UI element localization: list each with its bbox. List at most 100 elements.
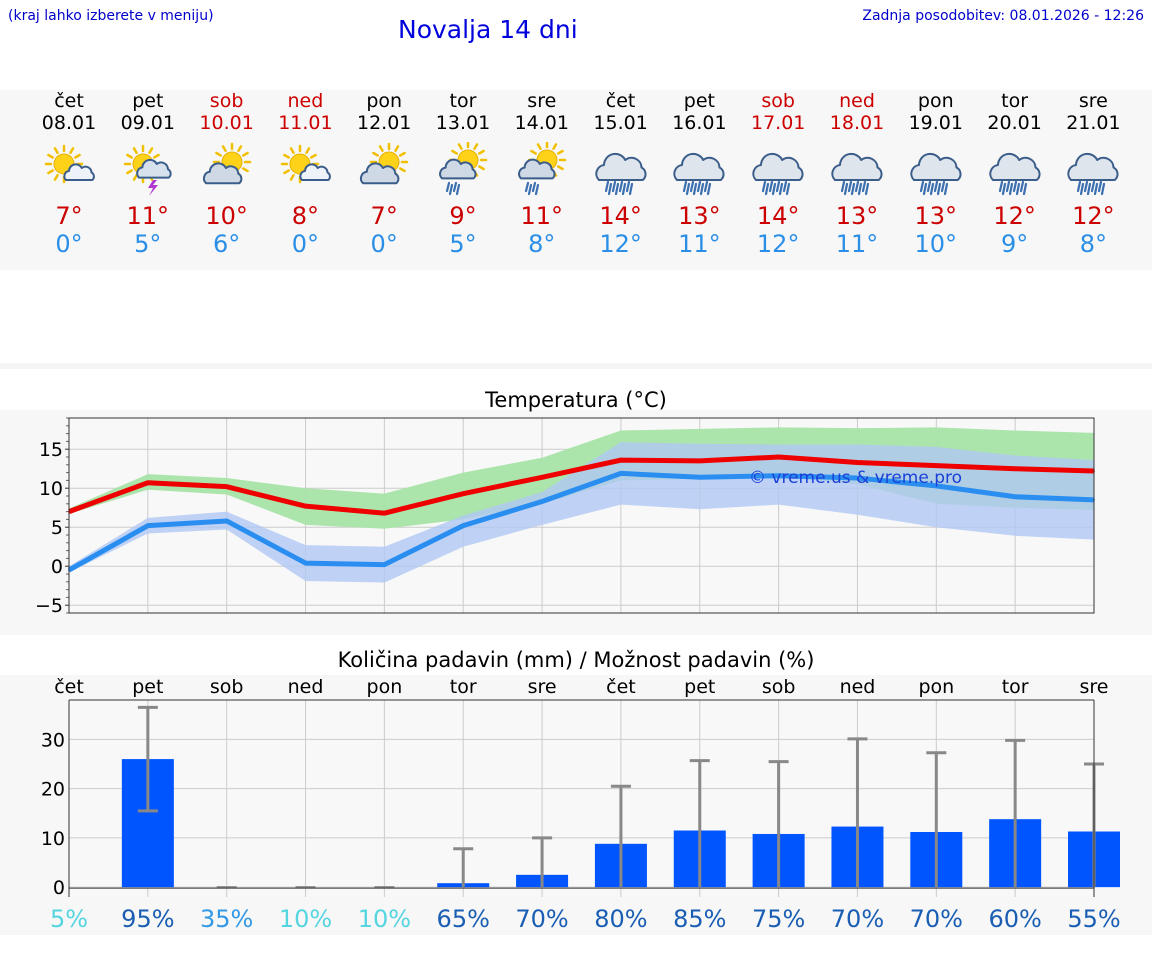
last-update: Zadnja posodobitev: 08.01.2026 - 12:26 [862, 8, 1144, 24]
min-temperature: 11° [835, 230, 879, 258]
min-temperature: 0° [291, 230, 320, 258]
min-temperature: 5° [449, 230, 477, 258]
day-date: 14.01 [514, 112, 569, 134]
max-temperature-line [68, 454, 1095, 516]
y-tick-label: 10 [39, 478, 63, 500]
precip-probability-label: 75% [752, 905, 805, 933]
sun-cloud-rain-icon [439, 142, 488, 196]
forecast-day: sre 21.01 12° 8° [1053, 90, 1133, 258]
day-name: čet [54, 90, 84, 112]
temperature-point [935, 484, 938, 487]
y-tick-label: 30 [41, 729, 65, 751]
day-date: 17.01 [750, 112, 806, 134]
day-name: sre [1078, 90, 1108, 112]
x-tick-label: sre [1080, 676, 1109, 698]
day-name: pet [132, 90, 164, 112]
sun-cloud-rain-icon [517, 142, 567, 196]
max-temperature: 12° [993, 202, 1036, 230]
day-name: čet [605, 90, 636, 112]
temperature-point [225, 519, 228, 522]
min-temperature: 8° [528, 230, 556, 258]
day-name: tor [1001, 90, 1029, 112]
x-tick-label: pon [367, 676, 403, 698]
temperature-point [777, 474, 780, 477]
forecast-day: tor 13.01 9° 5° [423, 90, 503, 258]
forecast-day: pon 12.01 7° 0° [344, 90, 424, 258]
precip-probability-label: 70% [831, 905, 884, 933]
forecast-day: pet 09.01 11° 5° [108, 90, 188, 258]
cloud-heavy-rain-icon [988, 152, 1041, 196]
x-tick-label: tor [450, 676, 477, 698]
max-temperature: 12° [1072, 202, 1115, 230]
min-temperature: 9° [1000, 230, 1029, 258]
day-name: sob [761, 90, 795, 112]
day-name: pet [683, 90, 715, 112]
precip-probability-label: 5% [50, 905, 88, 933]
temperature-point [462, 492, 465, 495]
temperature-point [304, 562, 307, 565]
max-temperature: 10° [205, 202, 248, 230]
y-tick-label: 0 [53, 877, 65, 899]
precip-probability-label: 95% [121, 905, 174, 933]
cloud-heavy-rain-icon [910, 152, 962, 196]
cloud-heavy-rain-icon [673, 152, 725, 196]
min-temperature: 5° [134, 230, 162, 258]
y-tick-label: 15 [39, 439, 63, 461]
precip-probability-label: 65% [437, 905, 490, 933]
temperature-point [619, 472, 622, 475]
x-tick-label: ned [840, 676, 876, 698]
day-name: ned [839, 90, 875, 112]
temperature-point [856, 477, 859, 480]
day-date: 11.01 [278, 112, 333, 134]
precip-probability-label: 70% [515, 905, 568, 933]
y-tick-label: 0 [51, 556, 63, 578]
temperature-chart-title: Temperatura (°C) [485, 388, 667, 412]
x-tick-label: tor [1002, 676, 1029, 698]
day-date: 09.01 [120, 112, 175, 134]
temperature-point [619, 459, 622, 462]
min-temperature-line [67, 470, 1095, 573]
x-tick-label: pet [132, 676, 163, 698]
forecast-day: sre 14.01 11° 8° [502, 90, 582, 258]
max-temperature: 9° [449, 202, 477, 230]
min-temperature: 0° [55, 230, 83, 258]
forecast-day: ned 11.01 8° 0° [265, 90, 345, 258]
min-temperature: 8° [1079, 230, 1108, 258]
forecast-day: pon 19.01 13° 10° [896, 90, 976, 258]
x-tick-label: ned [288, 676, 324, 698]
day-date: 10.01 [199, 112, 254, 134]
forecast-day: čet 08.01 7° 0° [29, 90, 109, 258]
day-date: 18.01 [829, 112, 885, 134]
cloud-heavy-rain-icon [752, 152, 804, 196]
min-temperature: 6° [212, 230, 241, 258]
x-tick-label: sob [210, 676, 244, 698]
temperature-point [383, 563, 386, 566]
watermark: © vreme.us & vreme.pro [749, 468, 962, 488]
day-name: ned [287, 90, 324, 112]
temperature-point [146, 524, 149, 527]
sun-cloud-thunder-icon [123, 144, 172, 196]
x-tick-label: čet [606, 676, 636, 698]
day-name: pon [917, 90, 954, 112]
precip-probability-label: 10% [279, 905, 332, 933]
temperature-point [698, 459, 701, 462]
temperature-point [541, 500, 544, 503]
temperature-point [935, 464, 938, 467]
min-temperature: 10° [914, 230, 958, 258]
precipitation-chart-title: Količina padavin (mm) / Možnost padavin … [337, 648, 815, 672]
precipitation-chart: čet pet sob ned pon tor sre čet pet sob ned pon tor s… [41, 676, 1121, 933]
forecast-day: sob 10.01 10° 6° [187, 90, 267, 258]
y-tick-label: −5 [35, 595, 63, 617]
max-temperature: 13° [914, 202, 958, 230]
precip-probability-label: 85% [673, 905, 726, 933]
temperature-point [698, 476, 701, 479]
x-tick-label: pet [684, 676, 715, 698]
temperature-point [1014, 467, 1017, 470]
precip-probability-label: 10% [358, 905, 411, 933]
forecast-day: sob 17.01 14° 12° [738, 90, 818, 258]
divider [0, 363, 1152, 369]
min-temperature: 11° [678, 230, 721, 258]
x-tick-label: sre [528, 676, 557, 698]
precip-probability-label: 60% [988, 905, 1041, 933]
max-temperature: 14° [756, 202, 800, 230]
